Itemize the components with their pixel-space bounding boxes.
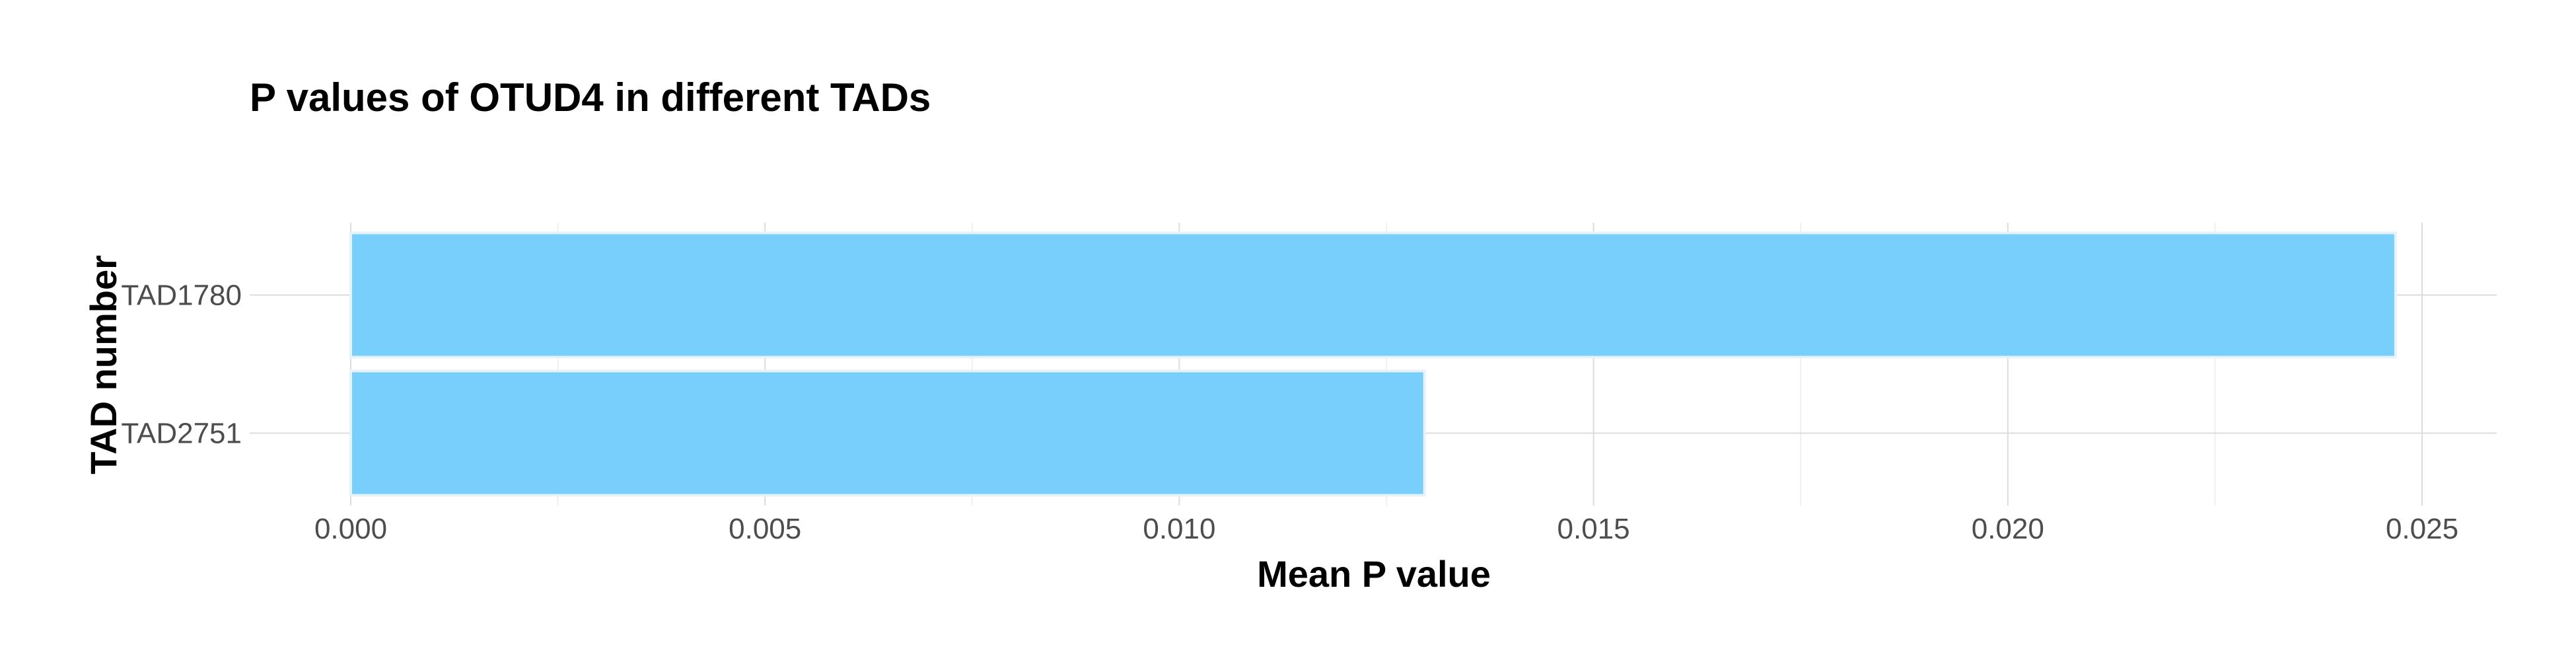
x-tick-label: 0.010 (1143, 513, 1215, 545)
y-tick-label: TAD2751 (121, 418, 242, 450)
chart-title: P values of OTUD4 in different TADs (250, 75, 931, 120)
x-axis-title: Mean P value (1257, 553, 1491, 595)
x-tick-label: 0.020 (1972, 513, 2044, 545)
bar-tad1780 (349, 231, 2397, 359)
x-tick-label: 0.000 (314, 513, 387, 545)
y-axis-title: TAD number (83, 255, 124, 474)
x-tick-label: 0.025 (2386, 513, 2458, 545)
bar-layer (349, 231, 2397, 497)
y-tick-labels: TAD1780 TAD2751 (121, 280, 242, 450)
x-tick-label: 0.015 (1557, 513, 1630, 545)
bar-tad2751 (349, 369, 1426, 497)
x-tick-labels: 0.000 0.005 0.010 0.015 0.020 0.025 (314, 513, 2458, 545)
y-tick-label: TAD1780 (121, 280, 242, 312)
x-tick-label: 0.005 (729, 513, 801, 545)
